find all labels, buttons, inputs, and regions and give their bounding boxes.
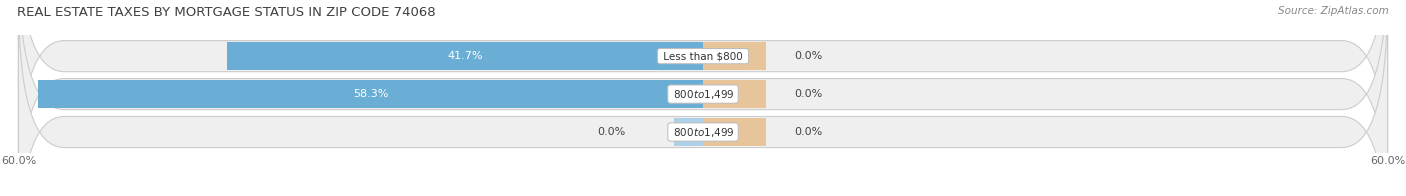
Text: 41.7%: 41.7%	[447, 51, 482, 61]
Text: Source: ZipAtlas.com: Source: ZipAtlas.com	[1278, 6, 1389, 16]
FancyBboxPatch shape	[18, 0, 1388, 192]
Bar	[675, 118, 703, 146]
Text: 0.0%: 0.0%	[794, 89, 823, 99]
Text: $800 to $1,499: $800 to $1,499	[671, 125, 735, 139]
Bar	[703, 118, 766, 146]
FancyBboxPatch shape	[18, 0, 1388, 196]
Bar	[703, 43, 766, 70]
Bar	[228, 43, 703, 70]
Text: 0.0%: 0.0%	[794, 127, 823, 137]
Text: 58.3%: 58.3%	[353, 89, 388, 99]
FancyBboxPatch shape	[18, 0, 1388, 196]
Bar	[703, 80, 766, 108]
Text: Less than $800: Less than $800	[659, 51, 747, 61]
Text: $800 to $1,499: $800 to $1,499	[671, 88, 735, 101]
Text: REAL ESTATE TAXES BY MORTGAGE STATUS IN ZIP CODE 74068: REAL ESTATE TAXES BY MORTGAGE STATUS IN …	[17, 6, 436, 19]
Bar	[38, 80, 703, 108]
Text: 0.0%: 0.0%	[598, 127, 626, 137]
Text: 0.0%: 0.0%	[794, 51, 823, 61]
